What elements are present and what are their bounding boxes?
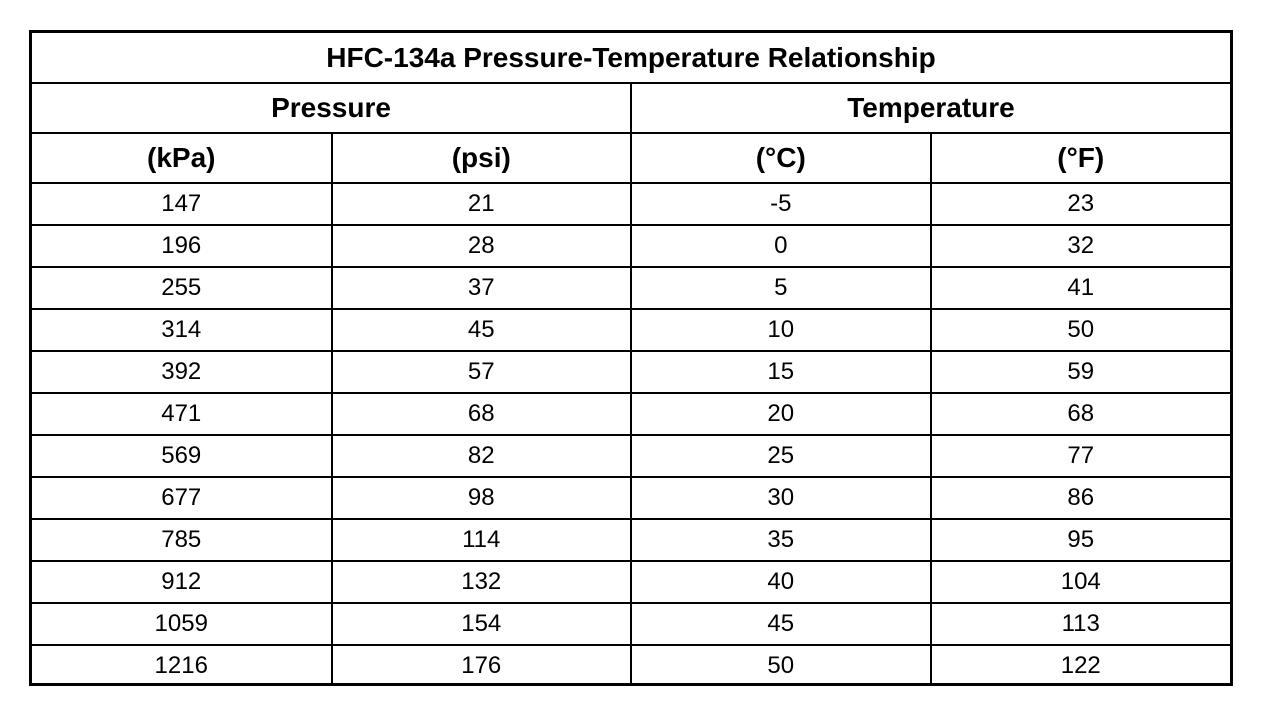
celsius-cell: 40: [630, 560, 932, 604]
psi-cell: 68: [330, 392, 632, 436]
fahrenheit-cell: 95: [929, 518, 1230, 562]
kpa-cell: 471: [32, 392, 333, 436]
psi-cell: 21: [330, 182, 632, 226]
table-row: 912 132 40 104: [32, 560, 1230, 604]
table-row: 677 98 30 86: [32, 476, 1230, 520]
kpa-cell: 147: [32, 182, 333, 226]
fahrenheit-cell: 77: [929, 434, 1230, 478]
psi-cell: 154: [330, 602, 632, 646]
table-body: 147 21 -5 23 196 28 0 32 255 37 5 41 314 45 10 50 392 57 1…: [32, 182, 1230, 686]
pressure-group-header: Pressure: [32, 82, 632, 134]
celsius-cell: 5: [630, 266, 932, 310]
kpa-cell: 1216: [32, 644, 333, 686]
table-row: 196 28 0 32: [32, 224, 1230, 268]
psi-cell: 176: [330, 644, 632, 686]
celsius-cell: 15: [630, 350, 932, 394]
fahrenheit-cell: 113: [929, 602, 1230, 646]
kpa-cell: 569: [32, 434, 333, 478]
unit-header-psi: (psi): [330, 132, 632, 184]
psi-cell: 28: [330, 224, 632, 268]
table-row: 147 21 -5 23: [32, 182, 1230, 226]
group-header-row: Pressure Temperature: [32, 82, 1230, 134]
celsius-cell: 0: [630, 224, 932, 268]
celsius-cell: -5: [630, 182, 932, 226]
table-row: 1059 154 45 113: [32, 602, 1230, 646]
psi-cell: 57: [330, 350, 632, 394]
psi-cell: 82: [330, 434, 632, 478]
fahrenheit-cell: 104: [929, 560, 1230, 604]
psi-cell: 132: [330, 560, 632, 604]
celsius-cell: 35: [630, 518, 932, 562]
psi-cell: 45: [330, 308, 632, 352]
celsius-cell: 30: [630, 476, 932, 520]
unit-header-kpa: (kPa): [32, 132, 333, 184]
kpa-cell: 196: [32, 224, 333, 268]
table-row: 471 68 20 68: [32, 392, 1230, 436]
unit-header-celsius: (°C): [630, 132, 932, 184]
title-row: HFC-134a Pressure-Temperature Relationsh…: [32, 33, 1230, 84]
kpa-cell: 677: [32, 476, 333, 520]
celsius-cell: 20: [630, 392, 932, 436]
psi-cell: 37: [330, 266, 632, 310]
fahrenheit-cell: 23: [929, 182, 1230, 226]
pressure-temperature-table: HFC-134a Pressure-Temperature Relationsh…: [32, 33, 1230, 686]
kpa-cell: 392: [32, 350, 333, 394]
celsius-cell: 25: [630, 434, 932, 478]
celsius-cell: 50: [630, 644, 932, 686]
table-row: 255 37 5 41: [32, 266, 1230, 310]
fahrenheit-cell: 122: [929, 644, 1230, 686]
temperature-group-header: Temperature: [630, 82, 1230, 134]
table-row: 1216 176 50 122: [32, 644, 1230, 686]
kpa-cell: 912: [32, 560, 333, 604]
table-row: 569 82 25 77: [32, 434, 1230, 478]
pressure-temperature-table-frame: HFC-134a Pressure-Temperature Relationsh…: [29, 30, 1233, 686]
kpa-cell: 1059: [32, 602, 333, 646]
celsius-cell: 45: [630, 602, 932, 646]
table-title: HFC-134a Pressure-Temperature Relationsh…: [32, 33, 1230, 84]
fahrenheit-cell: 32: [929, 224, 1230, 268]
fahrenheit-cell: 59: [929, 350, 1230, 394]
fahrenheit-cell: 41: [929, 266, 1230, 310]
fahrenheit-cell: 50: [929, 308, 1230, 352]
unit-header-row: (kPa) (psi) (°C) (°F): [32, 132, 1230, 184]
table-row: 314 45 10 50: [32, 308, 1230, 352]
kpa-cell: 785: [32, 518, 333, 562]
psi-cell: 98: [330, 476, 632, 520]
kpa-cell: 255: [32, 266, 333, 310]
kpa-cell: 314: [32, 308, 333, 352]
psi-cell: 114: [330, 518, 632, 562]
unit-header-fahrenheit: (°F): [929, 132, 1230, 184]
fahrenheit-cell: 86: [929, 476, 1230, 520]
table-row: 392 57 15 59: [32, 350, 1230, 394]
fahrenheit-cell: 68: [929, 392, 1230, 436]
table-row: 785 114 35 95: [32, 518, 1230, 562]
celsius-cell: 10: [630, 308, 932, 352]
